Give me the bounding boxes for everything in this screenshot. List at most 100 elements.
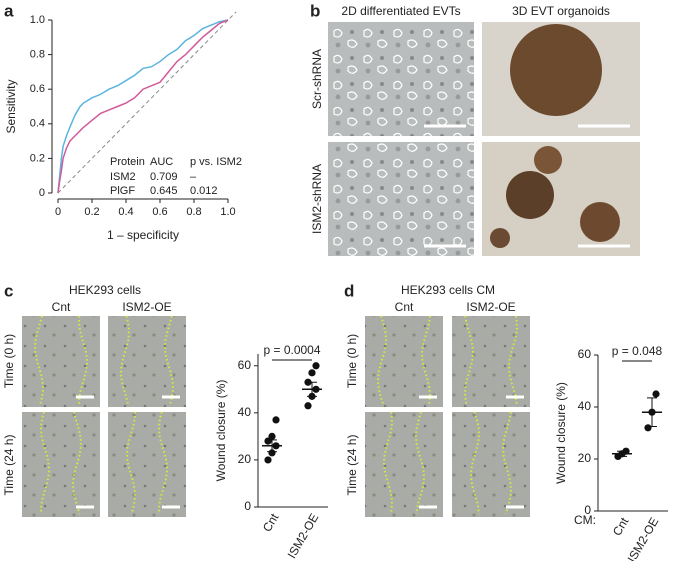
y-axis-label: Wound closure (%): [214, 380, 228, 482]
data-point: [268, 432, 276, 440]
table-cell: 0.012: [190, 185, 218, 197]
wound-edge: [158, 411, 168, 515]
image: [22, 316, 100, 407]
y-tick-label: 0.6: [30, 83, 45, 95]
row-title: Time (0 h): [2, 334, 16, 388]
row-title: Time (0 h): [345, 334, 359, 388]
image: [452, 412, 530, 517]
column-title: ISM2-OE: [466, 300, 515, 314]
wound-edge: [421, 315, 431, 407]
column-title: Cnt: [52, 300, 71, 314]
wound-edge: [508, 315, 518, 407]
x-axis-label: 1 – specificity: [107, 228, 179, 242]
x-tick-label: 0: [55, 206, 61, 218]
organoid: [580, 202, 620, 242]
table-cell: 0.645: [150, 185, 178, 197]
wound-edge: [383, 411, 393, 515]
row-title: ISM2-shRNA: [310, 164, 324, 234]
x-tick-label: 1.0: [220, 206, 235, 218]
organoid: [490, 228, 510, 248]
data-point: [264, 437, 272, 445]
reference-line: [57, 11, 237, 194]
table-header: p vs. ISM2: [190, 156, 242, 168]
x-tick-label: Cnt: [610, 515, 632, 539]
organoid: [510, 24, 602, 116]
table-cell: 0.709: [150, 171, 178, 183]
wound-edge: [34, 315, 45, 407]
panel-label: c: [4, 281, 13, 300]
image: [452, 316, 530, 407]
data-point: [272, 416, 280, 424]
column-title: Cnt: [395, 300, 414, 314]
x-tick-label: ISM2-OE: [285, 511, 322, 561]
wound-edge: [470, 411, 480, 515]
y-tick-label: 0: [584, 503, 591, 517]
wound-edge: [120, 315, 130, 407]
row-title: Time (24 h): [345, 435, 359, 496]
wound-edge: [377, 315, 388, 407]
wound-edge: [78, 315, 88, 407]
x-tick-label: 0.8: [186, 206, 201, 218]
y-tick-label: 20: [238, 452, 252, 466]
wound-edge: [71, 411, 82, 515]
panel-label: a: [4, 1, 14, 20]
data-point: [652, 390, 660, 398]
data-point: [644, 424, 652, 432]
panel-b-images: [328, 22, 640, 256]
panel-label: d: [344, 281, 354, 300]
column-title: 3D EVT organoids: [512, 4, 610, 18]
y-tick-label: 1.0: [30, 14, 45, 26]
image: [365, 412, 443, 517]
row-title: Time (24 h): [2, 435, 16, 496]
y-tick-label: 60: [238, 358, 252, 372]
panel-title: HEK293 cells CM: [401, 283, 495, 297]
table-header: Protein: [110, 156, 145, 168]
column-title: ISM2-OE: [122, 300, 171, 314]
y-tick-label: 0.8: [30, 49, 45, 61]
y-tick-label: 60: [578, 347, 592, 361]
image: [108, 316, 186, 407]
organoid: [506, 171, 554, 219]
y-tick-label: 40: [578, 399, 592, 413]
x-tick-label: 0.2: [84, 206, 99, 218]
y-axis-label: Wound closure (%): [554, 382, 568, 484]
table-cell: ISM2: [110, 171, 136, 183]
wound-edge: [414, 411, 425, 515]
wound-edge: [502, 411, 513, 515]
table-cell: –: [190, 171, 197, 183]
x-tick-label: Cnt: [260, 511, 282, 535]
y-tick-label: 0.4: [30, 118, 45, 130]
roc-curve: [57, 19, 229, 194]
wound-edge: [40, 411, 50, 515]
panel-label: b: [310, 1, 320, 20]
y-tick-label: 40: [238, 405, 252, 419]
data-point: [264, 456, 272, 464]
y-tick-label: 0: [244, 499, 251, 513]
roc-curve: [57, 19, 229, 194]
image: [365, 316, 443, 407]
image: [22, 412, 100, 517]
x-tick-label: 0.4: [118, 206, 133, 218]
x-tick-label: 0.6: [152, 206, 167, 218]
wound-images: [22, 315, 530, 517]
column-title: 2D differentiated EVTs: [341, 4, 460, 18]
image: [328, 142, 474, 256]
p-value: p = 0.0004: [263, 343, 320, 357]
data-point: [304, 402, 312, 410]
p-value: p = 0.048: [612, 344, 663, 358]
panel-title: HEK293 cells: [69, 283, 141, 297]
data-point: [308, 369, 316, 377]
image: [328, 22, 474, 136]
wound-edge: [464, 315, 475, 407]
y-axis-label: Sensitivity: [4, 79, 18, 133]
cm-label: CM:: [574, 513, 596, 527]
table-cell: PlGF: [110, 185, 135, 197]
data-point: [312, 362, 320, 370]
y-tick-label: 20: [578, 451, 592, 465]
organoid: [534, 146, 562, 174]
y-tick-label: 0.2: [30, 152, 45, 164]
scale-bars: [424, 124, 630, 248]
row-title: Scr-shRNA: [310, 49, 324, 109]
table-header: AUC: [150, 156, 173, 168]
